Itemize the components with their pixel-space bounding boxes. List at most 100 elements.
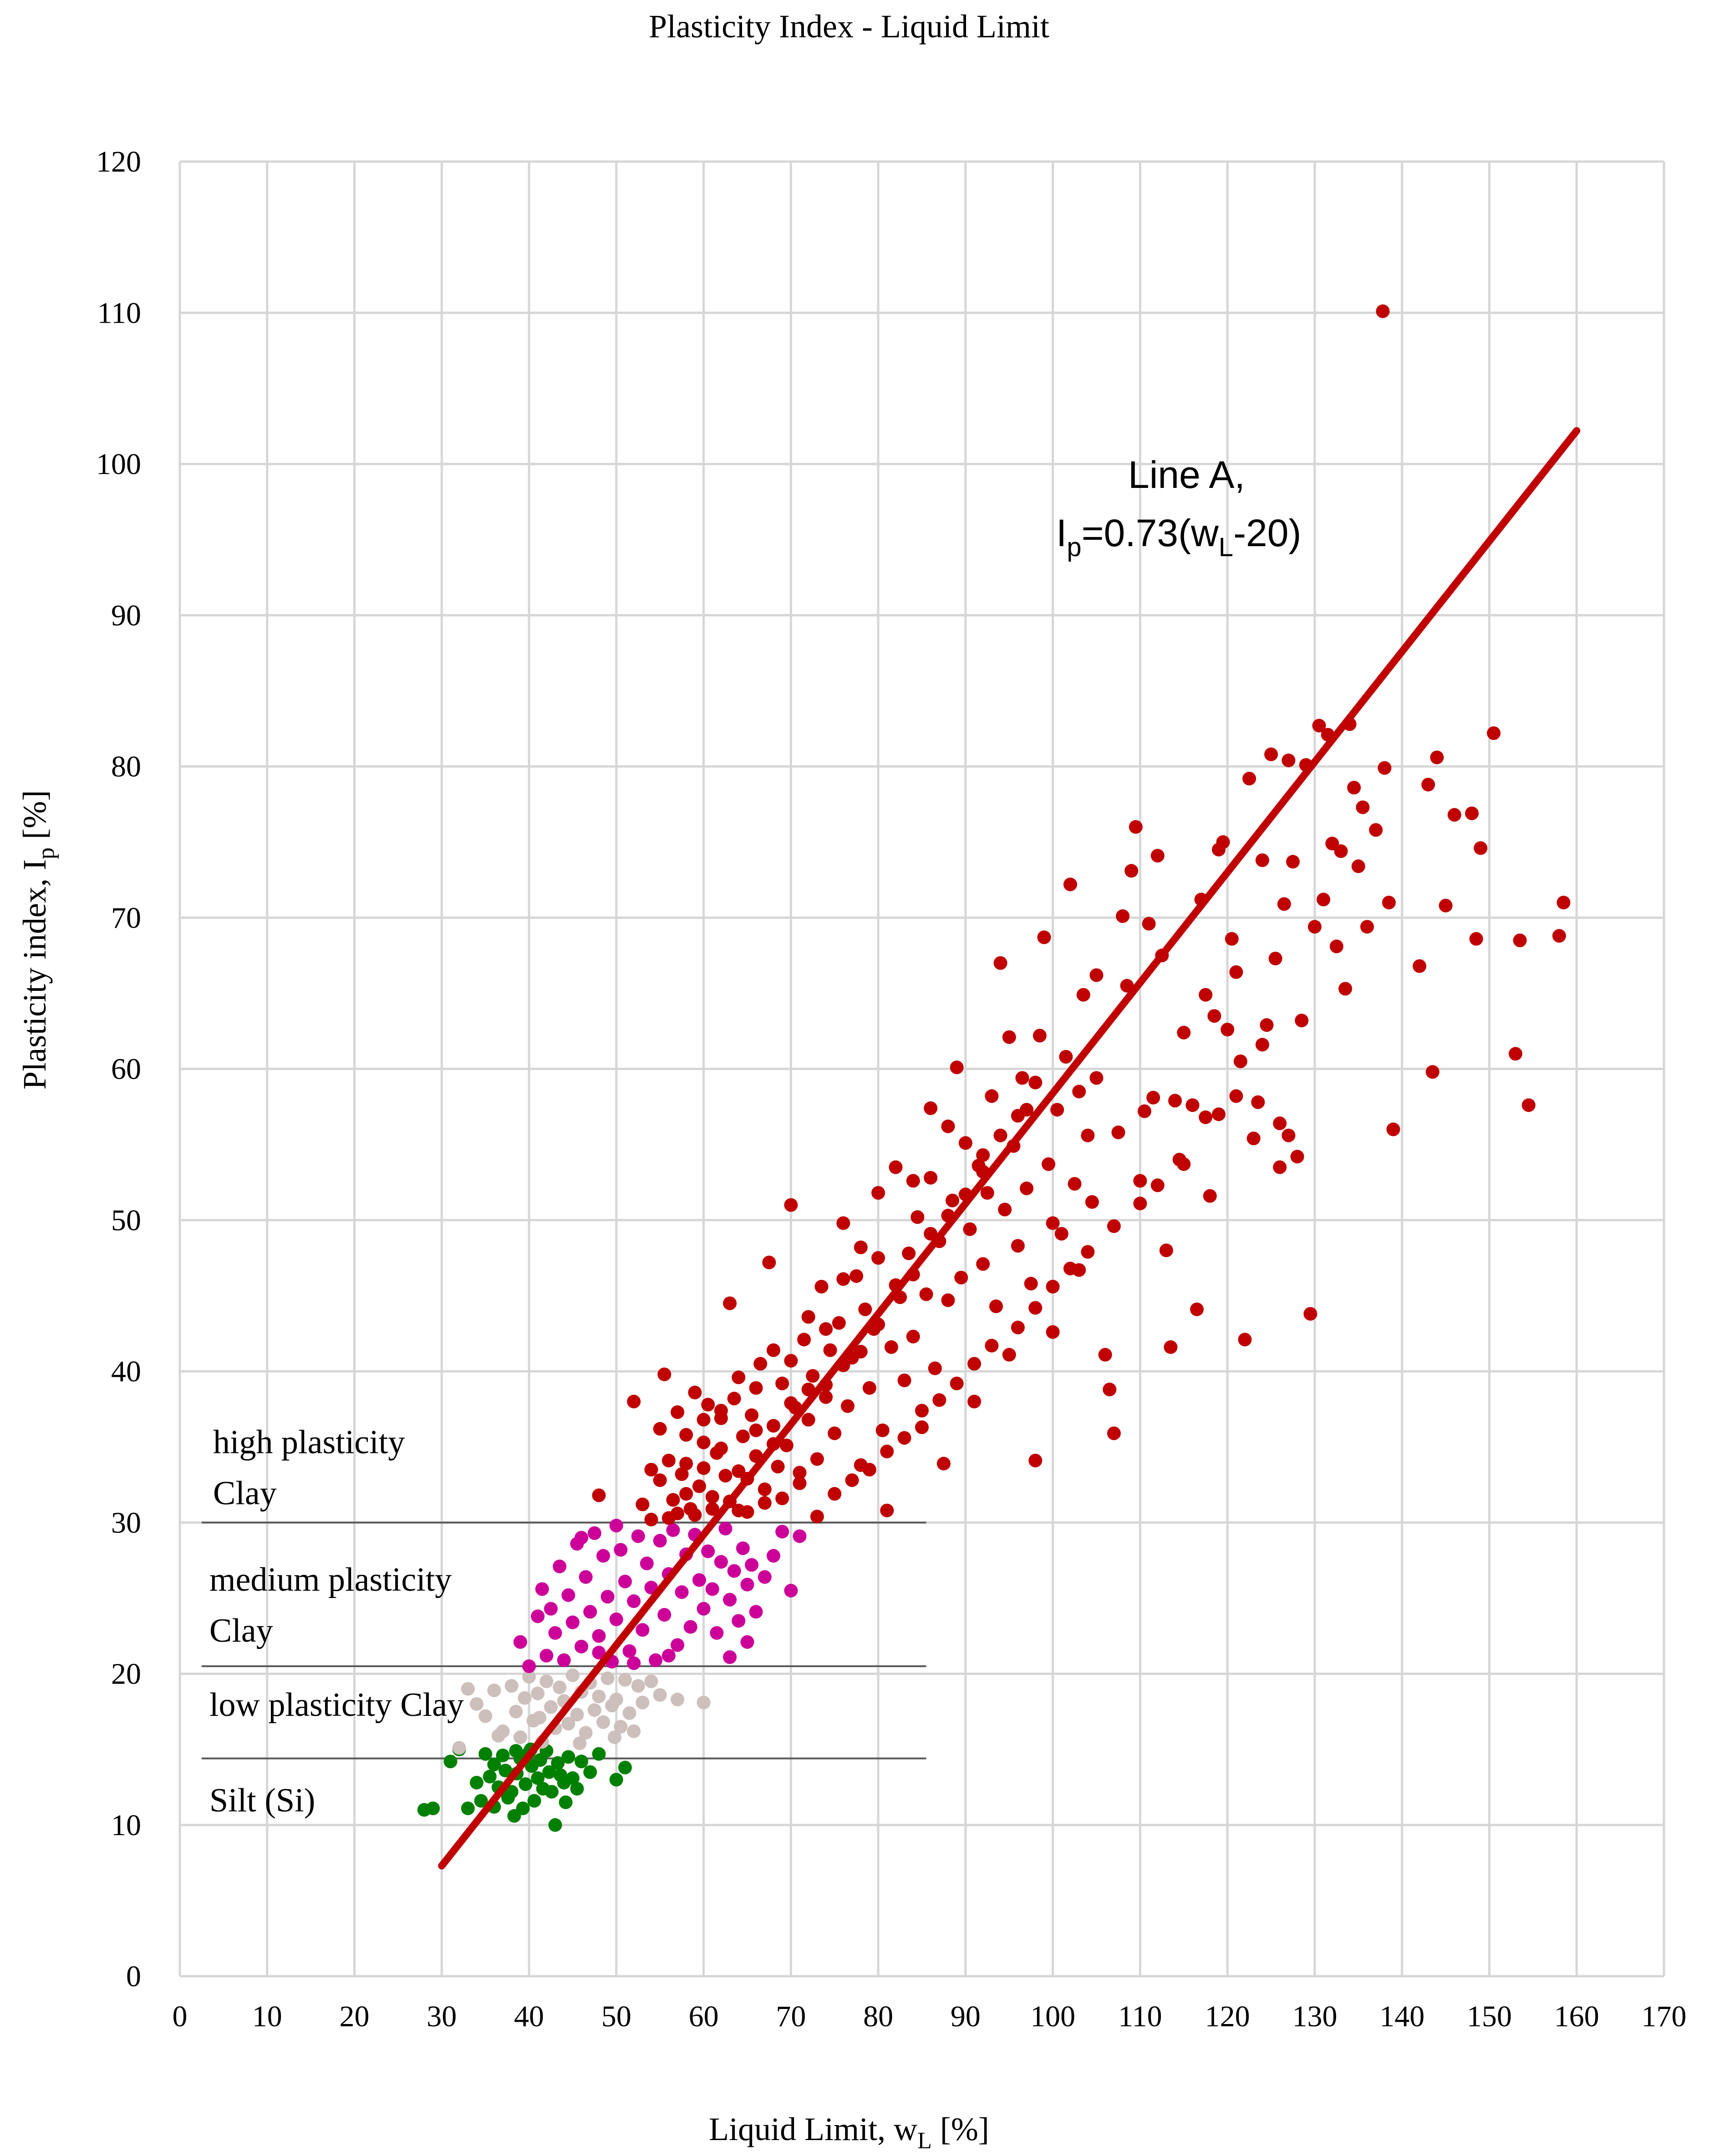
point-high bbox=[906, 1174, 920, 1188]
point-low bbox=[539, 1674, 554, 1689]
point-medium bbox=[793, 1529, 807, 1543]
point-high bbox=[1303, 1307, 1317, 1321]
point-high bbox=[832, 1316, 846, 1330]
point-silt bbox=[575, 1755, 589, 1769]
y-tick-label: 50 bbox=[111, 1204, 141, 1237]
point-medium bbox=[513, 1635, 527, 1649]
point-high bbox=[1142, 917, 1156, 931]
point-medium bbox=[583, 1605, 597, 1619]
point-high bbox=[1255, 853, 1269, 867]
point-high bbox=[1116, 909, 1130, 923]
point-high bbox=[627, 1395, 641, 1409]
point-low bbox=[608, 1730, 621, 1744]
point-silt bbox=[592, 1747, 606, 1761]
point-high bbox=[1089, 968, 1104, 982]
point-high bbox=[854, 1344, 868, 1359]
point-high bbox=[1552, 929, 1566, 943]
point-high bbox=[771, 1460, 785, 1474]
point-high bbox=[967, 1395, 982, 1409]
point-high bbox=[758, 1482, 772, 1497]
point-high bbox=[697, 1461, 711, 1475]
point-high bbox=[1150, 1178, 1165, 1192]
point-medium bbox=[710, 1626, 724, 1640]
point-low bbox=[618, 1673, 632, 1687]
point-high bbox=[985, 1089, 999, 1103]
point-high bbox=[915, 1404, 929, 1418]
point-high bbox=[1129, 820, 1143, 834]
point-medium bbox=[736, 1541, 750, 1555]
point-high bbox=[1103, 1382, 1117, 1396]
point-medium bbox=[775, 1525, 789, 1539]
point-high bbox=[862, 1463, 876, 1476]
formula-L-subscript: L bbox=[1219, 533, 1233, 562]
point-high bbox=[1277, 897, 1291, 911]
point-high bbox=[1307, 920, 1322, 934]
point-high bbox=[784, 1354, 798, 1368]
point-low bbox=[579, 1726, 593, 1740]
point-high bbox=[1037, 930, 1051, 944]
point-high bbox=[784, 1396, 798, 1410]
point-high bbox=[862, 1381, 876, 1395]
x-tick-label: 0 bbox=[173, 2000, 188, 2033]
zone-label-low: low plasticity Clay bbox=[209, 1686, 464, 1724]
y-axis-title-main: Plasticity index, I bbox=[16, 859, 53, 1090]
point-medium bbox=[749, 1605, 763, 1619]
zone-labels: high plasticity Clay medium plasticity C… bbox=[209, 1424, 464, 1819]
point-low bbox=[627, 1724, 641, 1738]
point-high bbox=[749, 1381, 763, 1395]
line-a-annotation-formula: Ip=0.73(wL-20) bbox=[1056, 512, 1301, 562]
point-medium bbox=[609, 1612, 623, 1626]
x-tick-label: 30 bbox=[427, 2000, 457, 2033]
point-high bbox=[1150, 849, 1165, 862]
point-silt bbox=[498, 1764, 513, 1778]
point-high bbox=[1046, 1279, 1060, 1294]
point-high bbox=[1465, 807, 1479, 820]
point-medium bbox=[535, 1582, 549, 1596]
point-high bbox=[819, 1390, 833, 1404]
point-high bbox=[1159, 1243, 1173, 1258]
point-silt bbox=[470, 1776, 483, 1790]
line-a bbox=[438, 427, 1581, 1870]
point-low bbox=[544, 1700, 558, 1714]
chart-title: Plasticity Index - Liquid Limit bbox=[649, 8, 1049, 45]
x-tick-label: 140 bbox=[1379, 2000, 1424, 2033]
point-low bbox=[587, 1703, 601, 1717]
point-high bbox=[1081, 1245, 1095, 1259]
point-medium bbox=[697, 1602, 711, 1616]
point-high bbox=[1076, 988, 1090, 1002]
y-tick-label: 120 bbox=[96, 145, 141, 178]
point-silt bbox=[551, 1756, 565, 1770]
point-high bbox=[1439, 898, 1453, 913]
point-high bbox=[1085, 1195, 1099, 1209]
point-high bbox=[1246, 1131, 1261, 1146]
point-medium bbox=[653, 1534, 667, 1548]
point-high bbox=[1233, 1054, 1247, 1068]
point-silt bbox=[496, 1748, 510, 1762]
point-high bbox=[727, 1391, 741, 1405]
point-high bbox=[1185, 1098, 1200, 1112]
point-high bbox=[841, 1399, 854, 1413]
point-high bbox=[1255, 1038, 1269, 1052]
point-medium bbox=[618, 1574, 632, 1588]
point-high bbox=[836, 1272, 850, 1286]
point-high bbox=[653, 1422, 667, 1436]
point-high bbox=[688, 1385, 702, 1400]
zone-label-high-line2: Clay bbox=[213, 1475, 277, 1512]
point-high bbox=[1164, 1340, 1178, 1354]
point-medium bbox=[636, 1623, 650, 1637]
point-high bbox=[740, 1505, 754, 1519]
point-high bbox=[910, 1210, 925, 1224]
point-high bbox=[1474, 841, 1488, 855]
point-high bbox=[932, 1393, 946, 1407]
point-high bbox=[1177, 1025, 1191, 1040]
point-low bbox=[671, 1693, 685, 1706]
point-high bbox=[749, 1423, 763, 1437]
point-high bbox=[1054, 1227, 1068, 1241]
point-high bbox=[1225, 932, 1239, 946]
point-medium bbox=[548, 1626, 562, 1640]
point-high bbox=[1386, 1122, 1400, 1136]
point-high bbox=[1273, 1160, 1287, 1174]
point-high bbox=[714, 1441, 728, 1456]
point-high bbox=[1046, 1216, 1060, 1230]
point-low bbox=[452, 1741, 466, 1755]
